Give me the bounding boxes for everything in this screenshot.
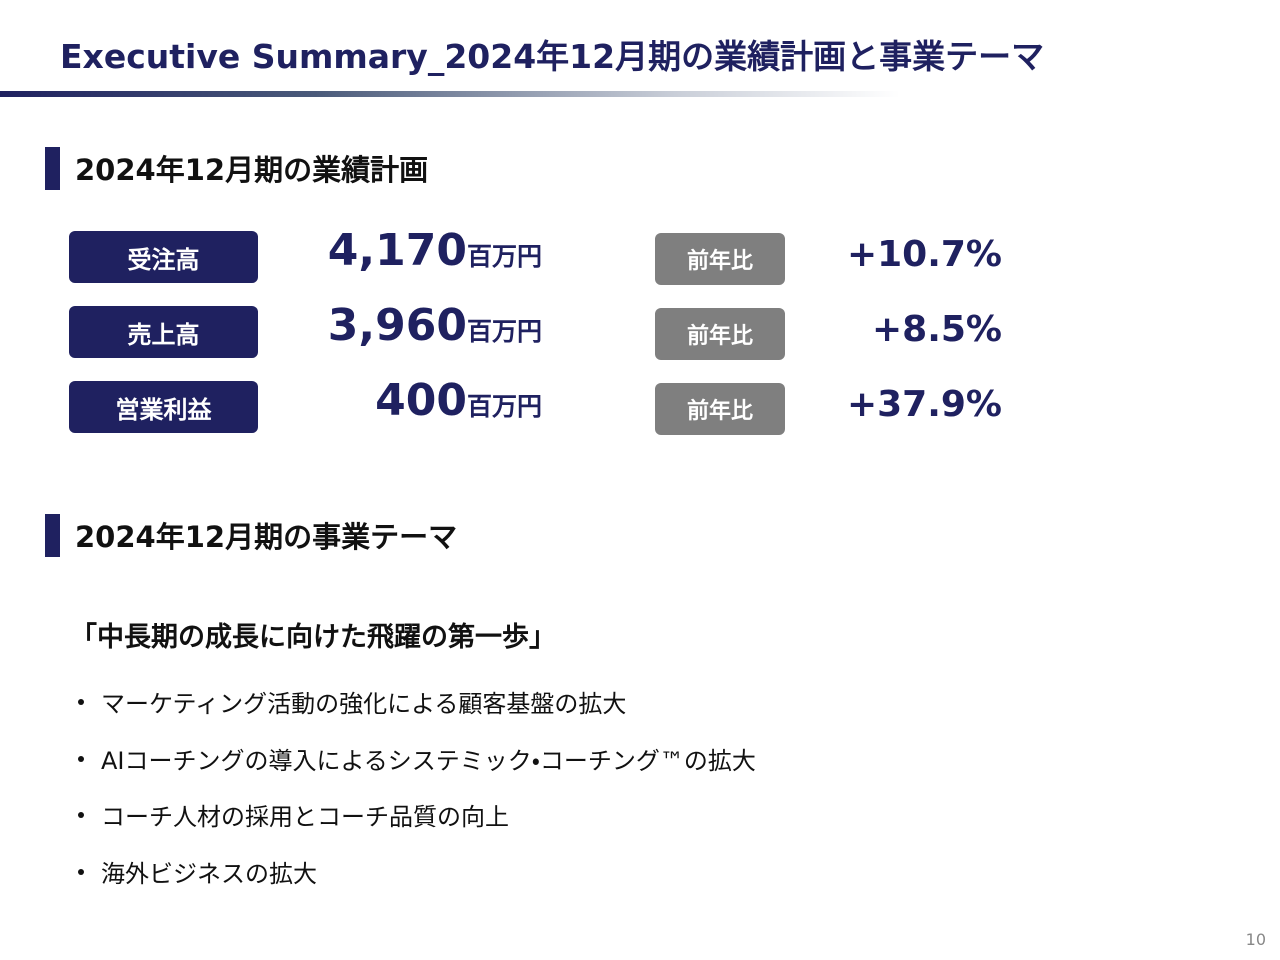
section-heading: 2024年12月期の事業テーマ: [75, 520, 458, 554]
metric-change: +8.5%: [871, 309, 1002, 350]
section-marker: [45, 147, 60, 190]
compare-label: 前年比: [655, 383, 785, 435]
page-number: 10: [1245, 930, 1266, 949]
metric-number: 3,960: [327, 300, 467, 351]
metric-unit: 百万円: [466, 317, 542, 346]
metric-change: +10.7%: [846, 234, 1002, 275]
section-marker: [45, 514, 60, 557]
bullet-dot: [78, 812, 84, 818]
metric-label: 受注高: [69, 231, 258, 283]
metric-unit: 百万円: [466, 392, 542, 421]
bullet-dot: [78, 868, 84, 875]
slogan: 「中長期の成長に向けた飛躍の第一歩」: [70, 622, 556, 653]
metric-label: 営業利益: [69, 381, 258, 433]
compare-label: 前年比: [655, 308, 785, 360]
bullet-text: コーチ人材の採用とコーチ品質の向上: [101, 803, 509, 831]
bullet-dot: [78, 755, 84, 762]
metric-label: 売上高: [69, 306, 258, 358]
metric-number: 400: [375, 375, 467, 426]
metric-change: +37.9%: [846, 384, 1002, 425]
bullet-text: マーケティング活動の強化による顧客基盤の拡大: [101, 690, 627, 718]
title-rule: [0, 91, 900, 97]
bullet-text: 海外ビジネスの拡大: [101, 859, 317, 888]
bullet-dot: [78, 699, 84, 705]
slide-title: Executive Summary_2024年12月期の業績計画と事業テーマ: [60, 37, 1045, 76]
compare-label: 前年比: [655, 233, 785, 285]
metric-number: 4,170: [327, 225, 467, 276]
metric-unit: 百万円: [466, 242, 542, 271]
metric-value: 3,960百万円: [328, 300, 542, 351]
metric-value: 4,170百万円: [328, 225, 542, 276]
section-heading: 2024年12月期の業績計画: [75, 153, 429, 187]
metric-value: 400百万円: [375, 375, 542, 426]
bullet-text: AIコーチングの導入によるシステミック・コーチング™の拡大: [101, 746, 756, 775]
